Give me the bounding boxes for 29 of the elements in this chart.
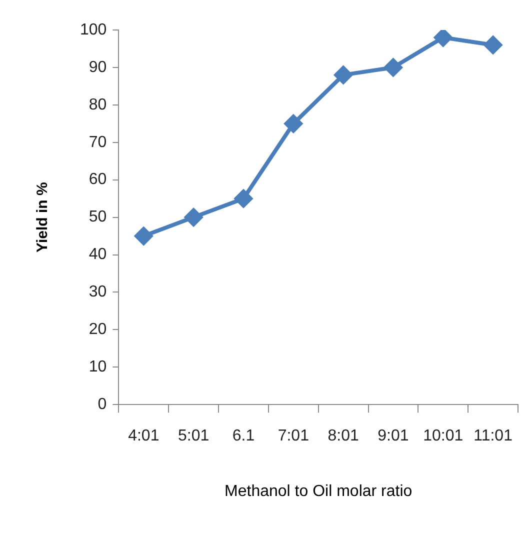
- y-tick-label: 80: [88, 96, 107, 114]
- point: [334, 66, 352, 84]
- point: [234, 190, 252, 208]
- x-tick-label: 4:01: [128, 428, 160, 445]
- y-tick-label: 10: [88, 358, 107, 376]
- point: [434, 30, 452, 46]
- x-tick-label: 11:01: [474, 428, 513, 445]
- x-tick-label: 8:01: [328, 428, 359, 445]
- y-tick-label: 70: [88, 134, 107, 151]
- point: [484, 36, 502, 54]
- x-axis-title: Methanol to Oil molar ratio: [224, 482, 412, 500]
- x-tick-label: 9:01: [378, 428, 409, 445]
- x-tick-label: 10:01: [423, 428, 464, 445]
- x-tick-label: 7:01: [278, 428, 310, 445]
- y-tick-label: 0: [98, 396, 107, 414]
- y-axis-title: Yield in %: [34, 182, 52, 252]
- y-tick-label: 40: [88, 246, 107, 264]
- point: [284, 114, 302, 133]
- y-tick-label: 30: [88, 284, 107, 301]
- y-tick-label: 100: [80, 21, 107, 38]
- point: [184, 208, 203, 226]
- y-tick-label: 20: [88, 321, 107, 338]
- y-tick-label: 50: [88, 208, 107, 226]
- y-tick-label: 60: [88, 171, 107, 188]
- x-tick-label: 6.1: [232, 428, 255, 445]
- y-tick-label: 90: [88, 58, 107, 76]
- point: [384, 58, 402, 76]
- point: [134, 227, 153, 246]
- x-tick-label: 5:01: [178, 428, 210, 445]
